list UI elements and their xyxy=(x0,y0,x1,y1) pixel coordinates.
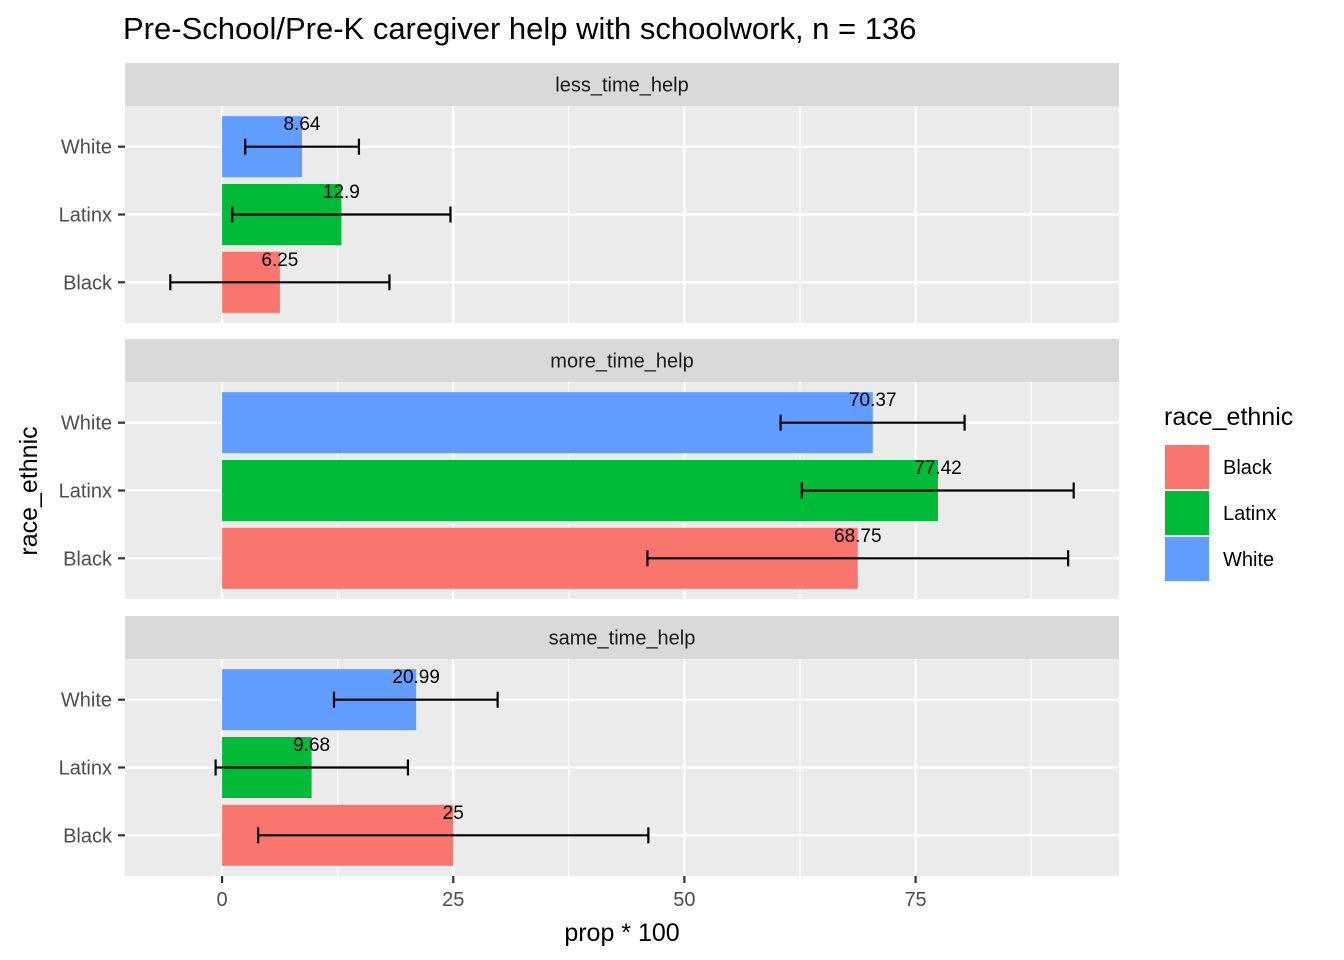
y-tick-label: Latinx xyxy=(59,481,112,503)
legend-item-Black: Black xyxy=(1164,444,1273,490)
error-bar-same_time_help-Black xyxy=(257,827,650,844)
legend-label: Black xyxy=(1223,457,1273,479)
error-bar-more_time_help-Black xyxy=(646,550,1070,567)
legend-label: White xyxy=(1223,549,1274,571)
data-label-less_time_help-White: 8.64 xyxy=(283,114,320,135)
legend-swatch xyxy=(1165,445,1209,489)
data-label-less_time_help-Latinx: 12.9 xyxy=(323,182,360,203)
data-label-more_time_help-Latinx: 77.42 xyxy=(914,458,962,479)
facet-panel-same_time_help: same_time_help 25 9.68 20.99 Black Latinx Whit… xyxy=(59,616,1119,876)
legend-title: race_ethnic xyxy=(1164,403,1293,431)
y-tick-label: Black xyxy=(63,548,113,570)
legend-item-Latinx: Latinx xyxy=(1164,490,1276,536)
facet-strip xyxy=(125,63,1119,106)
data-label-less_time_help-Black: 6.25 xyxy=(261,250,298,271)
x-tick-label: 25 xyxy=(442,889,464,911)
x-axis-title: prop * 100 xyxy=(564,919,679,947)
y-tick-label: White xyxy=(61,413,112,435)
error-bar-less_time_help-White xyxy=(244,138,361,155)
x-tick-label: 75 xyxy=(904,889,926,911)
facet-strip xyxy=(125,616,1119,659)
facet-strip-label: more_time_help xyxy=(550,351,693,373)
y-tick-label: Latinx xyxy=(59,758,112,780)
facet-panel-less_time_help: less_time_help 6.25 12.9 8.64 Black Latinx Whi… xyxy=(59,63,1119,323)
y-tick-label: White xyxy=(61,690,112,712)
y-tick-label: Black xyxy=(63,272,113,294)
error-bar-more_time_help-Latinx xyxy=(800,482,1075,499)
error-bar-less_time_help-Black xyxy=(169,274,391,291)
data-label-same_time_help-Black: 25 xyxy=(443,803,464,824)
facet-strip-label: less_time_help xyxy=(555,75,688,97)
x-tick-label: 0 xyxy=(217,889,228,911)
error-bar-less_time_help-Latinx xyxy=(231,206,452,223)
chart-title: Pre-School/Pre-K caregiver help with sch… xyxy=(123,11,916,46)
legend-item-White: White xyxy=(1164,536,1274,582)
error-bar-more_time_help-White xyxy=(779,414,966,431)
x-axis: 0 25 50 75 xyxy=(217,876,927,911)
x-tick-label: 50 xyxy=(673,889,695,911)
legend-label: Latinx xyxy=(1223,503,1276,525)
y-tick-label: Latinx xyxy=(59,205,112,227)
data-label-more_time_help-Black: 68.75 xyxy=(834,526,882,547)
legend: race_ethnic Black Latinx White xyxy=(1164,403,1293,582)
y-axis-title: race_ethnic xyxy=(15,426,43,555)
facet-strip-label: same_time_help xyxy=(549,628,696,650)
facet-panel-more_time_help: more_time_help 68.75 77.42 70.37 Black Latinx… xyxy=(59,339,1119,599)
error-bar-same_time_help-White xyxy=(332,691,499,708)
facet-strip xyxy=(125,339,1119,382)
legend-swatch xyxy=(1165,537,1209,581)
y-tick-label: White xyxy=(61,137,112,159)
legend-swatch xyxy=(1165,491,1209,535)
error-bar-same_time_help-Latinx xyxy=(214,759,410,776)
bar-more_time_help-White xyxy=(222,392,873,454)
data-label-same_time_help-Latinx: 9.68 xyxy=(293,735,330,756)
data-label-same_time_help-White: 20.99 xyxy=(392,667,440,688)
facet-panels: less_time_help 6.25 12.9 8.64 Black Latinx Whi… xyxy=(59,63,1119,876)
y-tick-label: Black xyxy=(63,825,113,847)
data-label-more_time_help-White: 70.37 xyxy=(849,390,897,411)
